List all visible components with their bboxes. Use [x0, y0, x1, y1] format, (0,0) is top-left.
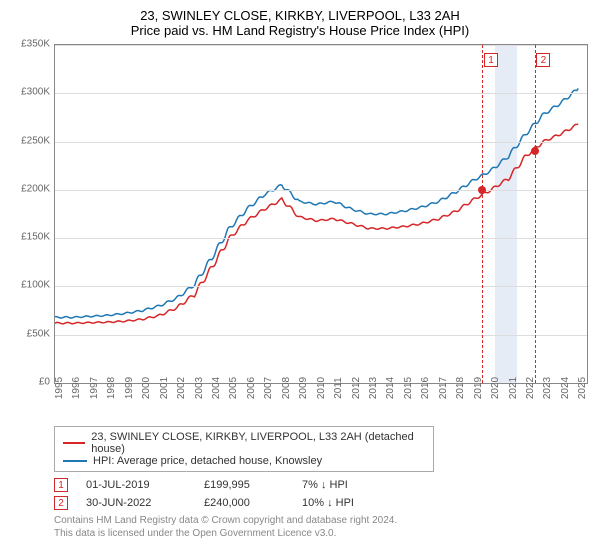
x-tick-label: 1997 [89, 377, 100, 399]
x-tick-label: 1998 [106, 377, 117, 399]
y-tick-label: £0 [39, 377, 50, 388]
footer-attribution: Contains HM Land Registry data © Crown c… [54, 514, 588, 540]
sale-vline [482, 45, 483, 383]
legend-swatch [63, 442, 85, 444]
y-tick-label: £100K [21, 280, 50, 291]
x-tick-label: 2009 [298, 377, 309, 399]
x-tick-label: 2002 [176, 377, 187, 399]
gridline [55, 45, 587, 46]
x-tick-label: 2025 [577, 377, 588, 399]
x-tick-label: 1995 [54, 377, 65, 399]
x-tick-label: 2012 [351, 377, 362, 399]
x-tick-label: 2010 [316, 377, 327, 399]
legend-item: 23, SWINLEY CLOSE, KIRKBY, LIVERPOOL, L3… [63, 431, 425, 455]
x-tick-label: 2017 [438, 377, 449, 399]
x-tick-label: 1996 [71, 377, 82, 399]
x-axis: 1995199619971998199920002001200220032004… [54, 384, 588, 424]
x-tick-label: 2020 [490, 377, 501, 399]
x-tick-label: 2023 [542, 377, 553, 399]
chart-subtitle: Price paid vs. HM Land Registry's House … [12, 23, 588, 38]
gridline [55, 190, 587, 191]
x-tick-label: 2013 [368, 377, 379, 399]
sale-price: £199,995 [204, 479, 284, 491]
sale-pct: 10% ↓ HPI [302, 497, 412, 509]
y-tick-label: £150K [21, 232, 50, 243]
x-tick-label: 2004 [211, 377, 222, 399]
x-tick-label: 2005 [228, 377, 239, 399]
sale-row-marker: 2 [54, 496, 68, 510]
x-tick-label: 2014 [385, 377, 396, 399]
sale-dot [478, 186, 486, 194]
legend-item: HPI: Average price, detached house, Know… [63, 455, 425, 467]
gridline [55, 142, 587, 143]
y-tick-label: £200K [21, 183, 50, 194]
chart-title: 23, SWINLEY CLOSE, KIRKBY, LIVERPOOL, L3… [12, 8, 588, 23]
plot-area: 12 [54, 44, 588, 384]
x-tick-label: 2000 [141, 377, 152, 399]
x-tick-label: 2001 [159, 377, 170, 399]
legend-label: 23, SWINLEY CLOSE, KIRKBY, LIVERPOOL, L3… [91, 431, 425, 455]
y-tick-label: £50K [27, 328, 50, 339]
sale-marker-label: 2 [536, 53, 550, 67]
sale-marker-label: 1 [484, 53, 498, 67]
y-axis: £0£50K£100K£150K£200K£250K£300K£350K [12, 44, 54, 384]
legend-swatch [63, 460, 87, 462]
sale-price: £240,000 [204, 497, 284, 509]
x-tick-label: 2015 [403, 377, 414, 399]
sale-row: 1 01-JUL-2019 £199,995 7% ↓ HPI [54, 478, 588, 492]
sale-date: 30-JUN-2022 [86, 497, 186, 509]
x-tick-label: 2024 [560, 377, 571, 399]
y-tick-label: £250K [21, 135, 50, 146]
sale-pct: 7% ↓ HPI [302, 479, 412, 491]
series-hpi [55, 88, 578, 318]
legend: 23, SWINLEY CLOSE, KIRKBY, LIVERPOOL, L3… [54, 426, 434, 472]
x-tick-label: 2016 [420, 377, 431, 399]
chart: £0£50K£100K£150K£200K£250K£300K£350K 12 … [12, 44, 588, 424]
x-tick-label: 2011 [333, 377, 344, 399]
x-tick-label: 2003 [194, 377, 205, 399]
x-tick-label: 2007 [263, 377, 274, 399]
sale-vline [535, 45, 536, 383]
x-tick-label: 2008 [281, 377, 292, 399]
x-tick-label: 2021 [508, 377, 519, 399]
x-tick-label: 1999 [124, 377, 135, 399]
x-tick-label: 2022 [525, 377, 536, 399]
gridline [55, 286, 587, 287]
gridline [55, 93, 587, 94]
gridline [55, 238, 587, 239]
legend-label: HPI: Average price, detached house, Know… [93, 455, 322, 467]
footer-line1: Contains HM Land Registry data © Crown c… [54, 514, 588, 527]
y-tick-label: £300K [21, 87, 50, 98]
series-property [55, 124, 578, 324]
x-tick-label: 2019 [473, 377, 484, 399]
sale-date: 01-JUL-2019 [86, 479, 186, 491]
x-tick-label: 2018 [455, 377, 466, 399]
footer-line2: This data is licensed under the Open Gov… [54, 527, 588, 540]
sale-row-marker: 1 [54, 478, 68, 492]
sale-row: 2 30-JUN-2022 £240,000 10% ↓ HPI [54, 496, 588, 510]
x-tick-label: 2006 [246, 377, 257, 399]
y-tick-label: £350K [21, 39, 50, 50]
sale-dot [531, 147, 539, 155]
gridline [55, 335, 587, 336]
sales-table: 1 01-JUL-2019 £199,995 7% ↓ HPI 2 30-JUN-2022… [54, 478, 588, 510]
